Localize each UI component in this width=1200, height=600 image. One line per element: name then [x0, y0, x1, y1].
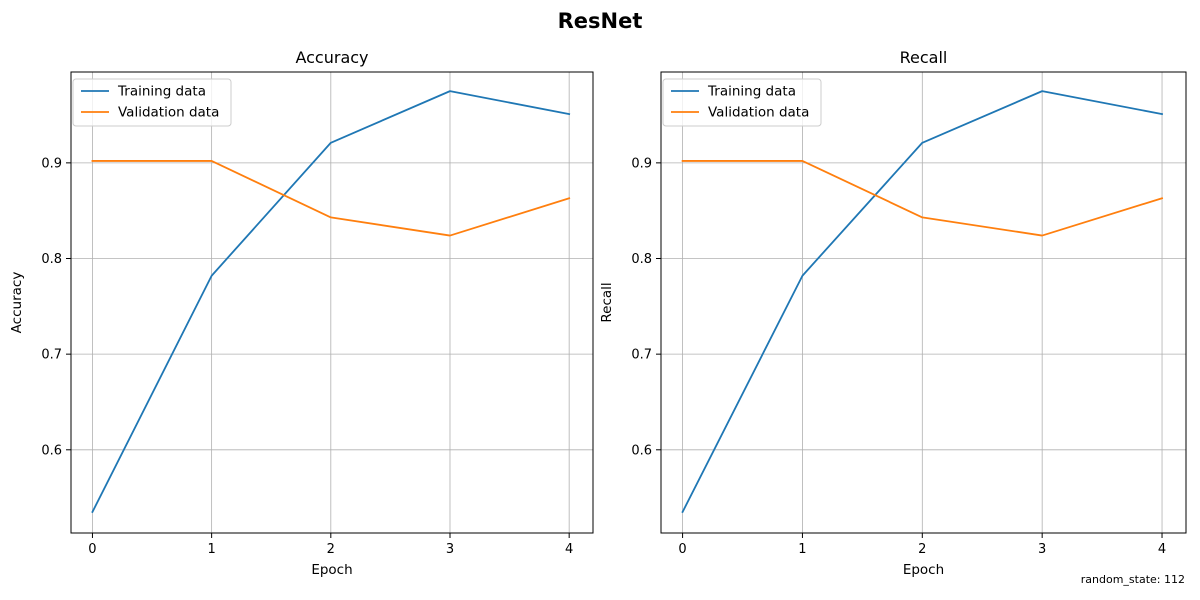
- recall-training-data-line: [681, 90, 1164, 514]
- recall-training-data-point: [801, 275, 803, 277]
- accuracy-validation-data-point: [568, 197, 570, 199]
- recall-legend: Training data Validation data: [662, 78, 822, 127]
- recall-legend-label-training-data: Training data: [707, 84, 796, 100]
- accuracy-training-data-point: [449, 90, 451, 92]
- recall-y-tick-label: 0.7: [631, 348, 652, 363]
- recall-validation-data-point: [801, 160, 803, 162]
- accuracy-x-tick-label: 1: [207, 542, 215, 557]
- accuracy-validation-data-line: [91, 160, 571, 237]
- recall-y-axis-label: Recall: [599, 282, 615, 322]
- recall-y-tick-label: 0.6: [631, 443, 652, 458]
- recall-title: Recall: [900, 48, 948, 67]
- recall-training-data-point: [681, 511, 683, 513]
- accuracy-legend-label-training-data: Training data: [117, 84, 206, 100]
- accuracy-y-tick-label: 0.6: [41, 443, 62, 458]
- accuracy-y-tick-label: 0.7: [41, 348, 62, 363]
- recall-y-tick-label: 0.9: [631, 156, 652, 171]
- accuracy-panel: 0 1 2 3 4 0.6 0.7 0.8 0.9 Accuracy Epoch Accuracy Tr…: [9, 48, 594, 578]
- recall-x-tick-label: 0: [678, 542, 686, 557]
- accuracy-validation-data-point: [330, 216, 332, 218]
- accuracy-legend: Training data Validation data: [72, 78, 232, 127]
- recall-x-tick-label: 2: [918, 542, 926, 557]
- accuracy-y-tick-label: 0.9: [41, 156, 62, 171]
- accuracy-legend-label-validation-data: Validation data: [118, 105, 219, 121]
- accuracy-y-tick-label: 0.8: [41, 252, 62, 267]
- recall-legend-label-validation-data: Validation data: [708, 105, 809, 121]
- figure-title: ResNet: [558, 9, 643, 33]
- accuracy-x-tick-label: 4: [565, 542, 573, 557]
- accuracy-validation-data-point: [91, 160, 93, 162]
- accuracy-y-axis-label: Accuracy: [9, 272, 25, 334]
- recall-validation-data-line: [681, 160, 1164, 237]
- recall-y-tick-label: 0.8: [631, 252, 652, 267]
- recall-validation-data-point: [1041, 234, 1043, 236]
- recall-validation-data-point: [681, 160, 683, 162]
- recall-validation-data-point: [1161, 197, 1163, 199]
- accuracy-x-tick-label: 2: [327, 542, 335, 557]
- recall-panel: 0 1 2 3 4 0.6 0.7 0.8 0.9 Recall Epoch Recall Traini…: [599, 48, 1187, 578]
- recall-x-tick-label: 1: [798, 542, 806, 557]
- accuracy-training-data-point: [210, 275, 212, 277]
- recall-axes-frame: [660, 71, 1187, 534]
- accuracy-x-axis-label: Epoch: [311, 562, 352, 578]
- accuracy-axes-frame: [70, 71, 594, 534]
- accuracy-x-tick-label: 0: [88, 542, 96, 557]
- recall-training-data-point: [1161, 113, 1163, 115]
- accuracy-title: Accuracy: [295, 48, 368, 67]
- accuracy-x-tick-label: 3: [446, 542, 454, 557]
- recall-x-axis-label: Epoch: [903, 562, 944, 578]
- recall-x-tick-label: 3: [1038, 542, 1046, 557]
- recall-training-data-point: [1041, 90, 1043, 92]
- accuracy-training-data-point: [568, 113, 570, 115]
- accuracy-training-data-point: [330, 142, 332, 144]
- recall-x-tick-label: 4: [1158, 542, 1166, 557]
- accuracy-training-data-point: [91, 511, 93, 513]
- random-state-footnote: random_state: 112: [1081, 573, 1185, 586]
- recall-training-data-point: [921, 142, 923, 144]
- accuracy-validation-data-point: [210, 160, 212, 162]
- recall-legend-box: [662, 78, 822, 127]
- accuracy-training-data-line: [91, 90, 571, 514]
- recall-validation-data-point: [921, 216, 923, 218]
- accuracy-validation-data-point: [449, 234, 451, 236]
- accuracy-legend-box: [72, 78, 232, 127]
